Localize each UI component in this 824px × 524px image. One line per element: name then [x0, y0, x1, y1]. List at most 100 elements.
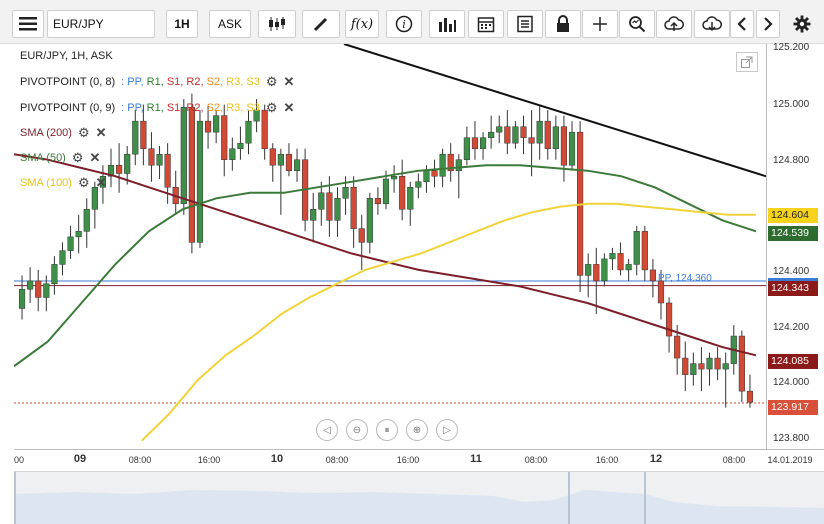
y-tick: 124.800	[773, 155, 810, 166]
volume-bars-icon[interactable]	[429, 10, 465, 38]
candle-up	[59, 250, 66, 265]
candle-down	[682, 357, 689, 375]
navigator-scrollbar[interactable]	[14, 471, 824, 524]
x-tick: 08:00	[325, 455, 349, 465]
popout-icon[interactable]	[736, 52, 758, 72]
price-axis[interactable]: 125.200 125.000 124.800 124.400 124.200 …	[766, 42, 824, 449]
legend-r1: R1,	[146, 102, 164, 114]
pivot-pp-label: PP, 124.360	[658, 273, 712, 284]
close-icon[interactable]: ✕	[283, 100, 295, 115]
y-tick: 125.000	[773, 99, 810, 110]
sma-50-price-tag: 124.539	[768, 226, 818, 241]
candle-up	[552, 126, 559, 149]
candle-down	[431, 170, 438, 177]
navigator-handle-left[interactable]	[14, 472, 16, 524]
zoom-icon[interactable]	[619, 10, 655, 38]
calendar-icon[interactable]	[468, 10, 504, 38]
legend-sma-200[interactable]: SMA (200) ⚙ ✕	[20, 125, 107, 141]
candle-down	[35, 280, 42, 298]
legend-pp: : PP,	[121, 76, 144, 88]
candle-up	[229, 148, 236, 160]
settings-gear-icon[interactable]	[786, 10, 818, 38]
arrow-right-icon[interactable]	[756, 10, 780, 38]
zoom-out-icon[interactable]: ⊖	[346, 419, 368, 441]
navigator-preview[interactable]	[14, 472, 824, 524]
candle-up	[310, 209, 317, 221]
close-icon[interactable]: ✕	[89, 150, 101, 165]
crosshair-icon[interactable]	[582, 10, 618, 38]
sma-200-price-tag: 124.343	[768, 281, 818, 296]
legend-sma-100[interactable]: SMA (100) ⚙ ✕	[20, 175, 107, 191]
gear-icon[interactable]: ⚙	[265, 100, 278, 115]
timeframe-button[interactable]: 1H	[166, 10, 198, 38]
candle-down	[326, 192, 333, 221]
candle-up	[180, 107, 187, 205]
close-icon[interactable]: ✕	[95, 125, 107, 140]
navigator-handle-mid[interactable]	[568, 472, 570, 524]
x-tick-date: 14.01.2019	[767, 455, 813, 465]
legend-r2: R2,	[186, 76, 204, 88]
candle-down	[674, 335, 681, 359]
gear-icon[interactable]: ⚙	[265, 74, 278, 89]
candle-down	[221, 115, 228, 160]
legend-pivot-1[interactable]: PIVOTPOINT (0, 8) : PP, R1, S1, R2, S2, …	[20, 74, 294, 90]
candle-up	[132, 120, 139, 155]
candle-up	[213, 115, 220, 133]
lock-icon[interactable]	[545, 10, 581, 38]
news-icon[interactable]	[507, 10, 543, 38]
scroll-left-icon[interactable]: ◁	[316, 419, 338, 441]
legend-s2: S2,	[206, 102, 224, 114]
svg-text:i: i	[402, 18, 406, 31]
time-axis[interactable]: 00 09 08:00 16:00 10 08:00 16:00 11 08:0…	[14, 449, 824, 471]
candle-down	[714, 357, 721, 370]
chart-plot[interactable]	[14, 44, 766, 449]
navigator-handle-right[interactable]	[644, 472, 646, 524]
candle-down	[399, 175, 406, 210]
candle-down	[116, 164, 123, 174]
legend-pivot-2[interactable]: PIVOTPOINT (0, 9) : PP, R1, S1, R2, S2, …	[20, 100, 294, 116]
candlestick-icon[interactable]	[258, 10, 296, 38]
x-tick: 08:00	[524, 455, 548, 465]
price-chart[interactable]: EUR/JPY, 1H, ASK PIVOTPOINT (0, 8) : PP,…	[14, 44, 766, 449]
candle-up	[455, 159, 462, 171]
info-icon[interactable]: i	[386, 10, 422, 38]
candle-up	[415, 181, 422, 188]
legend-sma-50[interactable]: SMA (50) ⚙ ✕	[20, 150, 100, 166]
symbol-field[interactable]: EUR/JPY	[47, 10, 155, 38]
close-icon[interactable]: ✕	[95, 175, 107, 190]
cloud-download-icon[interactable]	[694, 10, 730, 38]
x-tick: 08:00	[128, 455, 152, 465]
cloud-upload-icon[interactable]	[656, 10, 692, 38]
arrow-left-icon[interactable]	[730, 10, 754, 38]
candle-down	[504, 126, 511, 144]
y-tick: 123.800	[773, 433, 810, 444]
legend-r3: R3,	[226, 102, 244, 114]
legend-pivot-2-parts: : PP, R1, S1, R2, S2, R3, S3	[121, 102, 260, 114]
current-price-tag: 123.917	[768, 400, 818, 415]
y-tick: 124.400	[773, 266, 810, 277]
chart-title: EUR/JPY, 1H, ASK	[20, 50, 113, 62]
legend-sma-100-label: SMA (100)	[20, 177, 72, 189]
x-tick-day: 10	[270, 453, 284, 465]
candle-up	[463, 137, 470, 160]
candle-up	[91, 187, 98, 210]
gear-icon[interactable]: ⚙	[71, 150, 84, 165]
close-icon[interactable]: ✕	[283, 74, 295, 89]
candle-up	[156, 153, 163, 166]
hamburger-menu-icon[interactable]	[12, 10, 44, 38]
draw-pencil-icon[interactable]	[302, 10, 340, 38]
gear-icon[interactable]: ⚙	[77, 125, 90, 140]
candle-up	[706, 357, 713, 370]
reset-zoom-icon[interactable]: ⏸	[376, 419, 398, 441]
candle-up	[585, 264, 592, 276]
zoom-in-icon[interactable]: ⊕	[406, 419, 428, 441]
scroll-right-icon[interactable]: ▷	[436, 419, 458, 441]
candle-up	[253, 109, 260, 122]
candle-up	[536, 120, 543, 144]
candle-down	[649, 269, 656, 282]
gear-icon[interactable]: ⚙	[77, 175, 90, 190]
price-type-button[interactable]: ASK	[209, 10, 251, 38]
candle-up	[18, 288, 26, 309]
indicator-fx-icon[interactable]: f(x)	[345, 10, 379, 38]
candle-up	[439, 153, 446, 177]
